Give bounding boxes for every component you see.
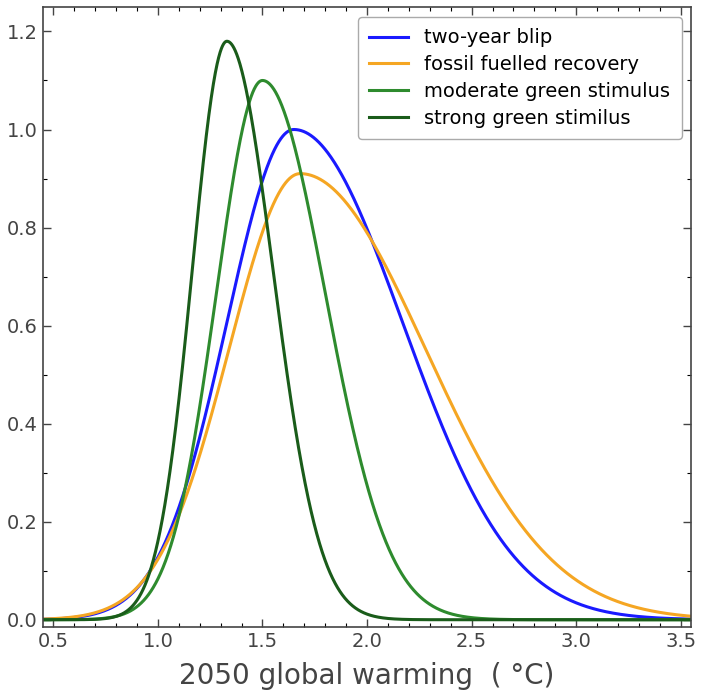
strong green stimilus <box>223 37 231 45</box>
moderate green stimulus <box>687 615 696 624</box>
two-year blip <box>290 125 298 134</box>
fossil fuelled recovery <box>39 615 47 623</box>
two-year blip <box>151 558 159 567</box>
Line: fossil fuelled recovery: fossil fuelled recovery <box>43 174 692 619</box>
moderate green stimulus <box>258 76 266 84</box>
strong green stimilus <box>39 615 47 624</box>
two-year blip <box>687 615 696 623</box>
two-year blip <box>39 615 47 624</box>
moderate green stimulus <box>288 132 296 140</box>
two-year blip <box>605 608 613 617</box>
fossil fuelled recovery <box>151 560 159 568</box>
moderate green stimulus <box>113 612 121 620</box>
Line: two-year blip: two-year blip <box>43 130 692 620</box>
two-year blip <box>113 601 121 609</box>
moderate green stimulus <box>316 261 324 269</box>
strong green stimilus <box>113 612 121 620</box>
fossil fuelled recovery <box>316 175 324 183</box>
strong green stimilus <box>675 615 683 624</box>
Line: strong green stimilus: strong green stimilus <box>43 41 692 620</box>
strong green stimilus <box>605 615 613 624</box>
moderate green stimulus <box>675 615 683 624</box>
two-year blip <box>675 615 683 623</box>
Line: moderate green stimulus: moderate green stimulus <box>43 80 692 620</box>
fossil fuelled recovery <box>296 169 305 178</box>
moderate green stimulus <box>605 615 613 624</box>
fossil fuelled recovery <box>605 594 613 602</box>
strong green stimilus <box>151 549 159 557</box>
fossil fuelled recovery <box>113 599 121 608</box>
Legend: two-year blip, fossil fuelled recovery, moderate green stimulus, strong green st: two-year blip, fossil fuelled recovery, … <box>358 17 682 139</box>
two-year blip <box>287 125 295 134</box>
moderate green stimulus <box>39 615 47 624</box>
two-year blip <box>316 139 324 148</box>
fossil fuelled recovery <box>287 173 295 181</box>
fossil fuelled recovery <box>675 611 683 619</box>
moderate green stimulus <box>151 580 159 588</box>
fossil fuelled recovery <box>687 612 696 620</box>
X-axis label: 2050 global warming  ( °C): 2050 global warming ( °C) <box>179 662 555 690</box>
strong green stimilus <box>687 615 696 624</box>
strong green stimilus <box>316 540 324 549</box>
strong green stimilus <box>288 401 296 409</box>
